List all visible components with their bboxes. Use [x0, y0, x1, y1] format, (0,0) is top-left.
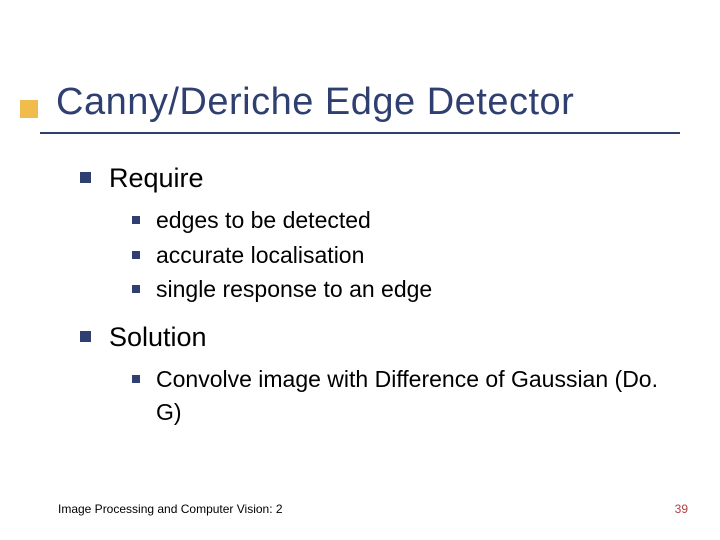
list-item: single response to an edge [132, 273, 660, 305]
square-bullet-icon [132, 251, 140, 259]
square-bullet-icon [80, 331, 91, 342]
list-item-text: single response to an edge [156, 273, 432, 305]
square-bullet-icon [132, 216, 140, 224]
list-item: accurate localisation [132, 239, 660, 271]
list-item: edges to be detected [132, 204, 660, 236]
square-bullet-icon [80, 172, 91, 183]
section-require: Require edges to be detected accurate lo… [80, 160, 660, 305]
list-item-text: edges to be detected [156, 204, 371, 236]
list-item: Solution [80, 319, 660, 355]
page-number: 39 [675, 502, 688, 516]
slide: Canny/Deriche Edge Detector Require edge… [0, 0, 720, 540]
footer-text: Image Processing and Computer Vision: 2 [58, 502, 283, 516]
title-underline [40, 132, 680, 134]
list-item-text: Convolve image with Difference of Gaussi… [156, 363, 660, 427]
square-bullet-icon [132, 375, 140, 383]
sub-list: edges to be detected accurate localisati… [132, 204, 660, 305]
slide-title: Canny/Deriche Edge Detector [56, 82, 690, 124]
square-bullet-icon [132, 285, 140, 293]
title-area: Canny/Deriche Edge Detector [56, 82, 690, 124]
sub-list: Convolve image with Difference of Gaussi… [132, 363, 660, 427]
list-item-text: accurate localisation [156, 239, 364, 271]
content-area: Require edges to be detected accurate lo… [80, 160, 660, 442]
section-solution: Solution Convolve image with Difference … [80, 319, 660, 428]
section-heading: Require [109, 160, 204, 196]
accent-box-icon [20, 100, 38, 118]
list-item: Convolve image with Difference of Gaussi… [132, 363, 660, 427]
list-item: Require [80, 160, 660, 196]
section-heading: Solution [109, 319, 207, 355]
